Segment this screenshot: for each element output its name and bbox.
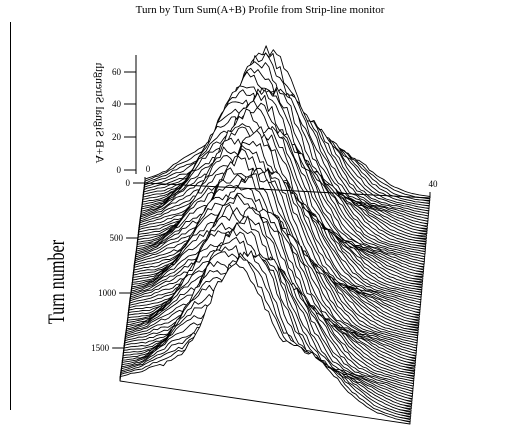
x-tick-label: 40	[429, 179, 439, 189]
z-tick-label: 40	[112, 99, 122, 109]
z-tick-label: 0	[117, 165, 122, 175]
y-tick-label: 0	[126, 178, 131, 188]
channel-axis	[144, 182, 431, 199]
z-tick-label: 20	[112, 132, 122, 142]
y-tick-label: 500	[110, 233, 124, 243]
x-tick-label: 0	[146, 164, 151, 174]
y-tick-label: 1000	[98, 288, 117, 298]
z-axis-label: A+B Signal Strength	[93, 63, 107, 164]
y-tick-label: 1500	[91, 343, 110, 353]
turn-traces	[119, 45, 431, 425]
z-tick-label: 60	[112, 67, 122, 77]
axes: 60 40 20 0 A+B Signal Strength 0 500 1000 1500 Tu…	[44, 55, 439, 382]
turn-trace	[119, 262, 411, 425]
chart-title: Turn by Turn Sum(A+B) Profile from Strip…	[136, 4, 385, 16]
y-axis-label: Turn number	[44, 240, 70, 324]
